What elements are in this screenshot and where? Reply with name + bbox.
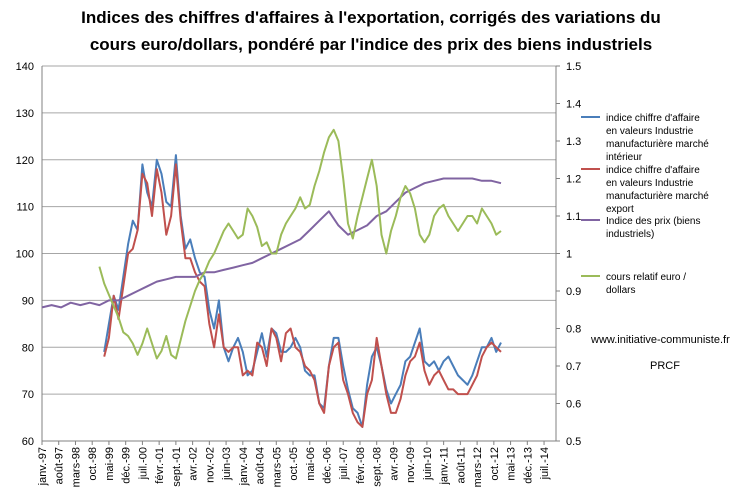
y-right-tick-label: 1.1 xyxy=(566,211,581,223)
y-left-tick-label: 70 xyxy=(22,389,34,401)
legend-label-4: dollars xyxy=(606,285,635,296)
series-line-4 xyxy=(98,128,502,360)
x-tick-label: déc.-99 xyxy=(121,447,133,484)
site-tag: PRCF xyxy=(650,360,680,372)
legend-label-2: en valeurs Industrie xyxy=(606,178,694,189)
site-url: www.initiative-communiste.fr xyxy=(590,334,730,346)
x-tick-label: janv.-11 xyxy=(439,447,451,486)
x-tick-label: juil.-07 xyxy=(338,447,350,480)
y-right-tick-label: 1.2 xyxy=(566,174,581,186)
y-right-tick-label: 1.5 xyxy=(566,61,581,73)
x-tick-label: déc.-13 xyxy=(522,447,534,484)
x-tick-label: sept.-08 xyxy=(372,447,384,487)
chart-title-line-2: cours euro/dollars, pondéré par l'indice… xyxy=(90,35,652,54)
y-left-tick-label: 130 xyxy=(16,108,34,120)
y-right-tick-label: 0.7 xyxy=(566,361,581,373)
x-tick-label: juil.-14 xyxy=(539,447,551,480)
x-tick-label: janv.-04 xyxy=(238,447,250,486)
legend: indice chiffre d'affaire en valeurs Indus… xyxy=(581,113,709,296)
x-tick-label: sept.-01 xyxy=(171,447,183,487)
x-tick-label: août-97 xyxy=(54,447,66,484)
y-right-tick-label: 0.5 xyxy=(566,436,581,448)
x-tick-label: févr.-08 xyxy=(355,447,367,484)
y-left-tick-label: 80 xyxy=(22,342,34,354)
x-tick-label: juin-03 xyxy=(221,447,233,481)
y-right-tick-label: 0.8 xyxy=(566,324,581,336)
x-tick-label: nov.-02 xyxy=(204,447,216,483)
x-tick-label: mai-13 xyxy=(506,447,518,481)
x-tick-label: mai-06 xyxy=(305,447,317,481)
legend-label-2: manufacturière marché xyxy=(606,191,709,202)
x-tick-label: août-11 xyxy=(455,447,467,484)
x-tick-label: avr.-02 xyxy=(188,447,200,481)
plot-area: 60 70 80 90 100 110 120 130 140 0.5 0.6 0.7 0.8 0.9 1 1… xyxy=(16,61,582,487)
y-left-tick-label: 110 xyxy=(16,202,34,214)
legend-label-2: indice chiffre d'affaire xyxy=(606,165,700,176)
legend-label-1: en valeurs Industrie xyxy=(606,126,694,137)
chart-title-line-1: Indices des chiffres d'affaires à l'expo… xyxy=(81,8,661,27)
legend-label-1: manufacturière marché xyxy=(606,139,709,150)
x-tick-label: oct.-05 xyxy=(288,447,300,481)
x-tick-label: juin-10 xyxy=(422,447,434,481)
x-tick-label: déc.-06 xyxy=(321,447,333,484)
x-tick-label: oct.-98 xyxy=(87,447,99,481)
x-tick-label: mars-98 xyxy=(70,447,82,487)
legend-label-3: industriels) xyxy=(606,229,654,240)
series-line-2 xyxy=(103,163,502,428)
x-tick-label: févr.-01 xyxy=(154,447,166,484)
series-line-1 xyxy=(103,154,502,428)
legend-label-2: export xyxy=(606,204,634,215)
x-tick-label: oct.-12 xyxy=(489,447,501,481)
y-left-tick-label: 60 xyxy=(22,436,34,448)
x-tick-label: mai-99 xyxy=(104,447,116,481)
x-tick-label: mars-05 xyxy=(271,447,283,487)
legend-label-1: intérieur xyxy=(606,152,643,163)
y-right-tick-label: 0.9 xyxy=(566,286,581,298)
series-line-3 xyxy=(41,177,502,309)
legend-label-1: indice chiffre d'affaire xyxy=(606,113,700,124)
y-left-tick-label: 140 xyxy=(16,61,34,73)
y-right-tick-label: 1.3 xyxy=(566,136,581,148)
x-tick-label: juil.-00 xyxy=(137,447,149,480)
y-left-tick-label: 120 xyxy=(16,155,34,167)
y-right-tick-label: 1.4 xyxy=(566,99,581,111)
x-tick-label: avr.-09 xyxy=(388,447,400,481)
x-tick-label: mars-12 xyxy=(472,447,484,487)
y-left-tick-label: 100 xyxy=(16,249,34,261)
x-tick-label: nov.-09 xyxy=(405,447,417,483)
legend-label-3: Indice des prix (biens xyxy=(606,216,701,227)
x-tick-label: août-04 xyxy=(255,447,267,484)
legend-label-4: cours relatif euro / xyxy=(606,272,686,283)
y-right-tick-label: 0.6 xyxy=(566,399,581,411)
y-left-tick-label: 90 xyxy=(22,295,34,307)
y-right-tick-label: 1 xyxy=(566,249,572,261)
x-tick-label: janv.-97 xyxy=(37,447,49,486)
